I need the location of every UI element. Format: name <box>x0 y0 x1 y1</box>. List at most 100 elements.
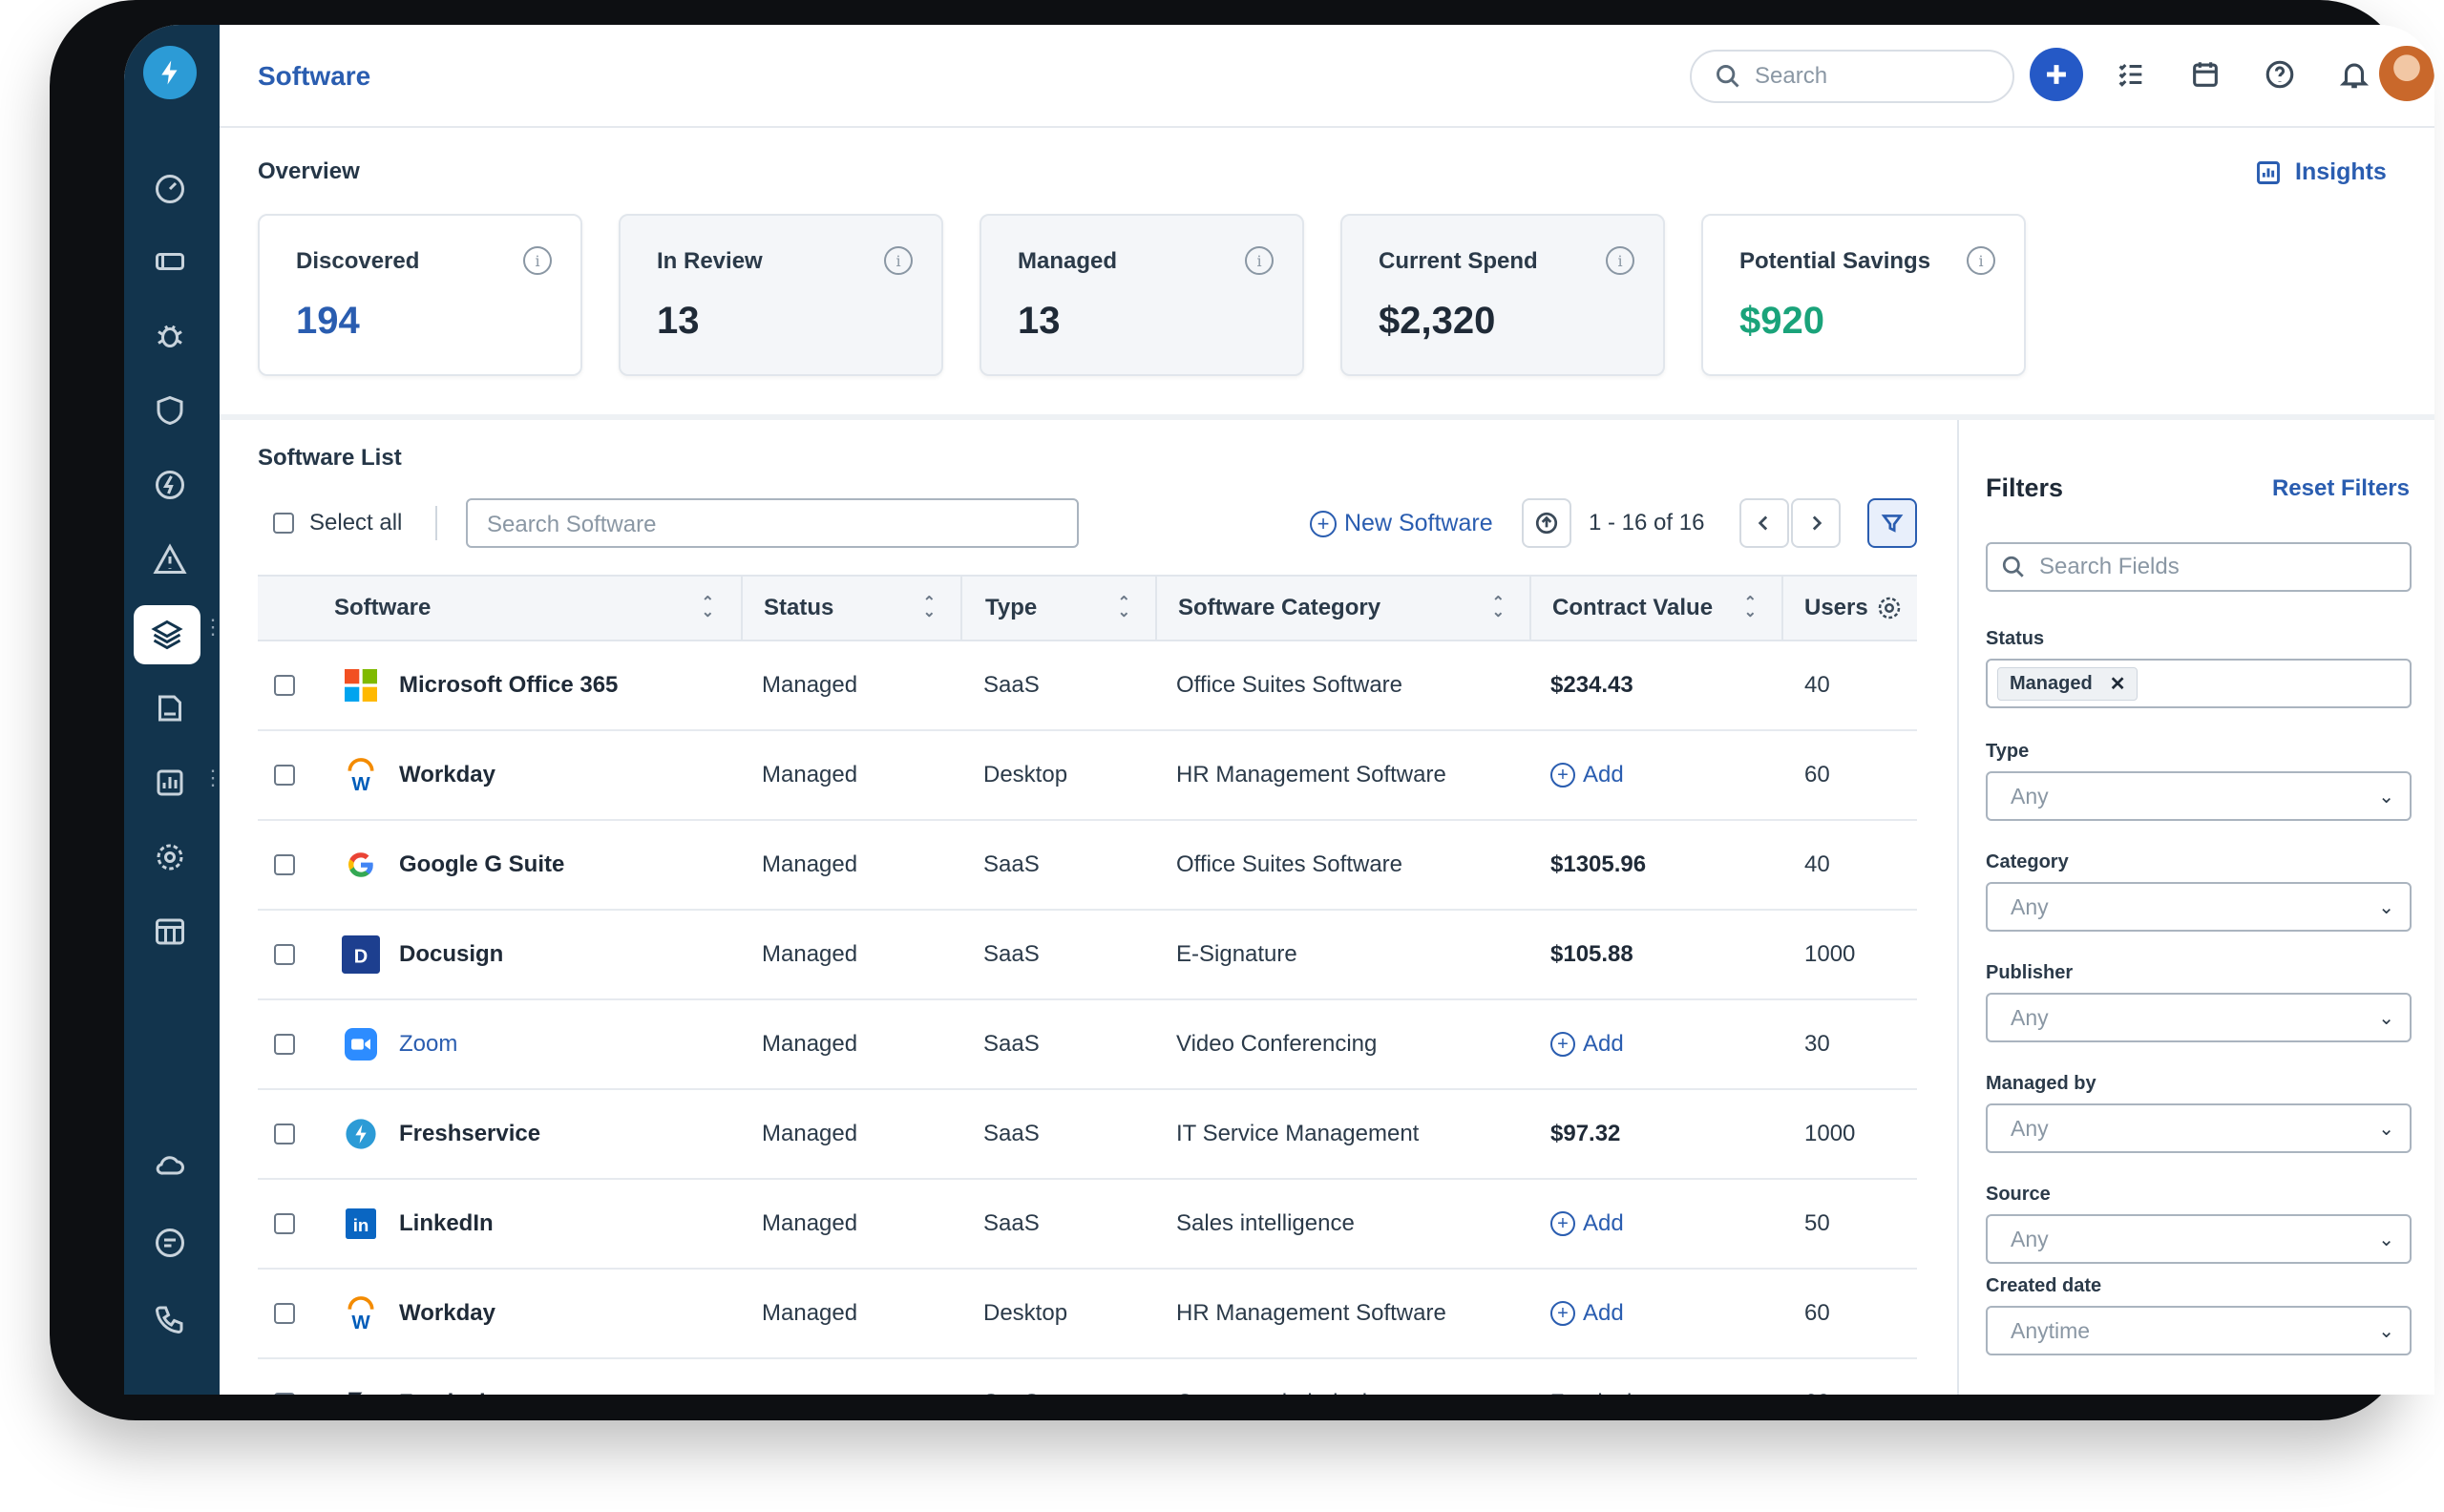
card-discovered[interactable]: Discovered 194 i <box>258 214 582 376</box>
software-name-cell[interactable]: in LinkedIn <box>342 1180 733 1268</box>
info-icon[interactable]: i <box>523 246 552 275</box>
column-contract-value[interactable]: Contract Value ⌃ ⌄ <box>1529 577 1781 640</box>
software-name-cell[interactable]: W Workday <box>342 1270 733 1357</box>
status-filter-select[interactable]: Managed ✕ <box>1986 659 2412 708</box>
info-icon[interactable]: i <box>1245 246 1274 275</box>
card-potential-savings[interactable]: Potential Savings $920 i <box>1701 214 2026 376</box>
new-plus-button[interactable] <box>2030 48 2083 101</box>
managed-by-filter-select[interactable]: Any ⌄ <box>1986 1103 2412 1153</box>
row-checkbox[interactable] <box>274 854 295 875</box>
sort-icon[interactable]: ⌃ ⌄ <box>701 595 714 620</box>
created-date-filter-select[interactable]: Anytime ⌄ <box>1986 1306 2412 1355</box>
dashboard-icon[interactable] <box>145 164 195 214</box>
sort-icon[interactable]: ⌃ ⌄ <box>1491 595 1505 620</box>
export-upload-button[interactable] <box>1522 498 1571 548</box>
row-checkbox[interactable] <box>274 944 295 965</box>
info-icon[interactable]: i <box>884 246 913 275</box>
category-filter-select[interactable]: Any ⌄ <box>1986 882 2412 932</box>
info-icon[interactable]: i <box>1606 246 1634 275</box>
source-filter-select[interactable]: Any ⌄ <box>1986 1214 2412 1264</box>
row-checkbox[interactable] <box>274 1213 295 1234</box>
software-search-input[interactable]: Search Software <box>466 498 1079 548</box>
insights-link[interactable]: Insights <box>2255 158 2387 186</box>
more-dots-icon[interactable]: ⋮ <box>202 615 223 639</box>
select-all-checkbox[interactable] <box>273 513 294 534</box>
reset-filters-link[interactable]: Reset Filters <box>2271 475 2410 501</box>
more-dots-icon[interactable]: ⋮ <box>202 766 223 789</box>
software-name-cell[interactable]: D Docusign <box>342 911 733 998</box>
row-checkbox[interactable] <box>274 1034 295 1055</box>
user-avatar[interactable] <box>2379 46 2434 101</box>
software-name-cell[interactable]: Freshservice <box>342 1090 733 1178</box>
column-settings-gear-icon[interactable] <box>1875 577 1913 640</box>
global-search-input[interactable]: Search <box>1690 50 2014 103</box>
filter-search-input[interactable]: Search Fields <box>1986 542 2412 592</box>
todo-list-icon[interactable] <box>2104 48 2158 101</box>
column-status[interactable]: Status ⌃ ⌄ <box>741 577 960 640</box>
add-contract-button[interactable]: + Add <box>1550 731 1624 819</box>
card-in-review[interactable]: In Review 13 i <box>619 214 943 376</box>
chat-icon[interactable] <box>145 1218 195 1268</box>
category-cell: HR Management Software <box>1176 1300 1446 1326</box>
table-row[interactable]: Google G Suite Managed SaaS Office Suite… <box>258 821 1917 911</box>
publisher-filter-select[interactable]: Any ⌄ <box>1986 993 2412 1042</box>
column-users[interactable]: Users <box>1781 577 1917 640</box>
card-current-spend[interactable]: Current Spend $2,320 i <box>1340 214 1665 376</box>
settings-gear-icon[interactable] <box>145 832 195 882</box>
add-contract-button[interactable]: + Add <box>1550 1270 1624 1357</box>
table-row[interactable]: in LinkedIn Managed SaaS Sales intellige… <box>258 1180 1917 1270</box>
software-name-cell[interactable]: W Workday <box>342 731 733 819</box>
new-software-button[interactable]: + New Software <box>1310 510 1493 537</box>
row-checkbox[interactable] <box>274 675 295 696</box>
card-managed[interactable]: Managed 13 i <box>980 214 1304 376</box>
next-page-button[interactable] <box>1791 498 1841 548</box>
releases-icon[interactable] <box>145 460 195 510</box>
column-type[interactable]: Type ⌃ ⌄ <box>960 577 1155 640</box>
status-chip[interactable]: Managed ✕ <box>1997 666 2138 701</box>
assets-layers-icon[interactable] <box>134 605 200 664</box>
prev-page-button[interactable] <box>1739 498 1789 548</box>
alerts-warning-icon[interactable] <box>145 535 195 584</box>
changes-shield-icon[interactable] <box>145 386 195 435</box>
knowledge-base-icon[interactable] <box>145 683 195 733</box>
software-name: Zoom <box>399 1031 458 1057</box>
software-name-cell[interactable]: Zendesk <box>342 1359 733 1395</box>
column-software-category[interactable]: Software Category ⌃ ⌄ <box>1155 577 1529 640</box>
table-row[interactable]: Zendesk - SaaS Customer helpdesk Zendesk… <box>258 1359 1917 1395</box>
created-date-filter-label: Created date <box>1986 1275 2102 1296</box>
phone-icon[interactable] <box>145 1294 195 1344</box>
software-name-cell[interactable]: Microsoft Office 365 <box>342 641 733 729</box>
info-icon[interactable]: i <box>1967 246 1995 275</box>
calendar-icon[interactable] <box>2179 48 2232 101</box>
freshservice-logo-icon[interactable] <box>143 46 197 99</box>
cloud-icon[interactable] <box>145 1140 195 1189</box>
table-row[interactable]: D Docusign Managed SaaS E-Signature $105… <box>258 911 1917 1000</box>
problems-bug-icon[interactable] <box>145 311 195 361</box>
sort-icon[interactable]: ⌃ ⌄ <box>922 595 936 620</box>
table-row[interactable]: Microsoft Office 365 Managed SaaS Office… <box>258 641 1917 731</box>
add-contract-button[interactable]: + Add <box>1550 1180 1624 1268</box>
type-filter-select[interactable]: Any ⌄ <box>1986 771 2412 821</box>
table-row[interactable]: Zoom Managed SaaS Video Conferencing + Ad… <box>258 1000 1917 1090</box>
table-row[interactable]: W Workday Managed Desktop HR Management … <box>258 731 1917 821</box>
software-name-cell[interactable]: Google G Suite <box>342 821 733 909</box>
sort-icon[interactable]: ⌃ ⌄ <box>1117 595 1130 620</box>
notification-bell-icon[interactable] <box>2328 48 2381 101</box>
table-row[interactable]: W Workday Managed Desktop HR Management … <box>258 1270 1917 1359</box>
row-checkbox[interactable] <box>274 1124 295 1144</box>
reports-chart-icon[interactable] <box>145 758 195 808</box>
filter-toggle-button[interactable] <box>1867 498 1917 548</box>
add-contract-button[interactable]: + Add <box>1550 1000 1624 1088</box>
table-row[interactable]: Freshservice Managed SaaS IT Service Man… <box>258 1090 1917 1180</box>
remove-chip-icon[interactable]: ✕ <box>2109 673 2126 695</box>
row-checkbox[interactable] <box>274 1303 295 1324</box>
select-all[interactable]: Select all <box>273 510 402 536</box>
software-name-cell[interactable]: Zoom <box>342 1000 733 1088</box>
sort-icon[interactable]: ⌃ ⌄ <box>1743 595 1757 620</box>
row-checkbox[interactable] <box>274 1393 295 1395</box>
row-checkbox[interactable] <box>274 765 295 786</box>
column-software[interactable]: Software ⌃ ⌄ <box>334 577 739 640</box>
calendar-grid-icon[interactable] <box>145 907 195 956</box>
help-icon[interactable] <box>2253 48 2307 101</box>
tickets-icon[interactable] <box>145 237 195 286</box>
